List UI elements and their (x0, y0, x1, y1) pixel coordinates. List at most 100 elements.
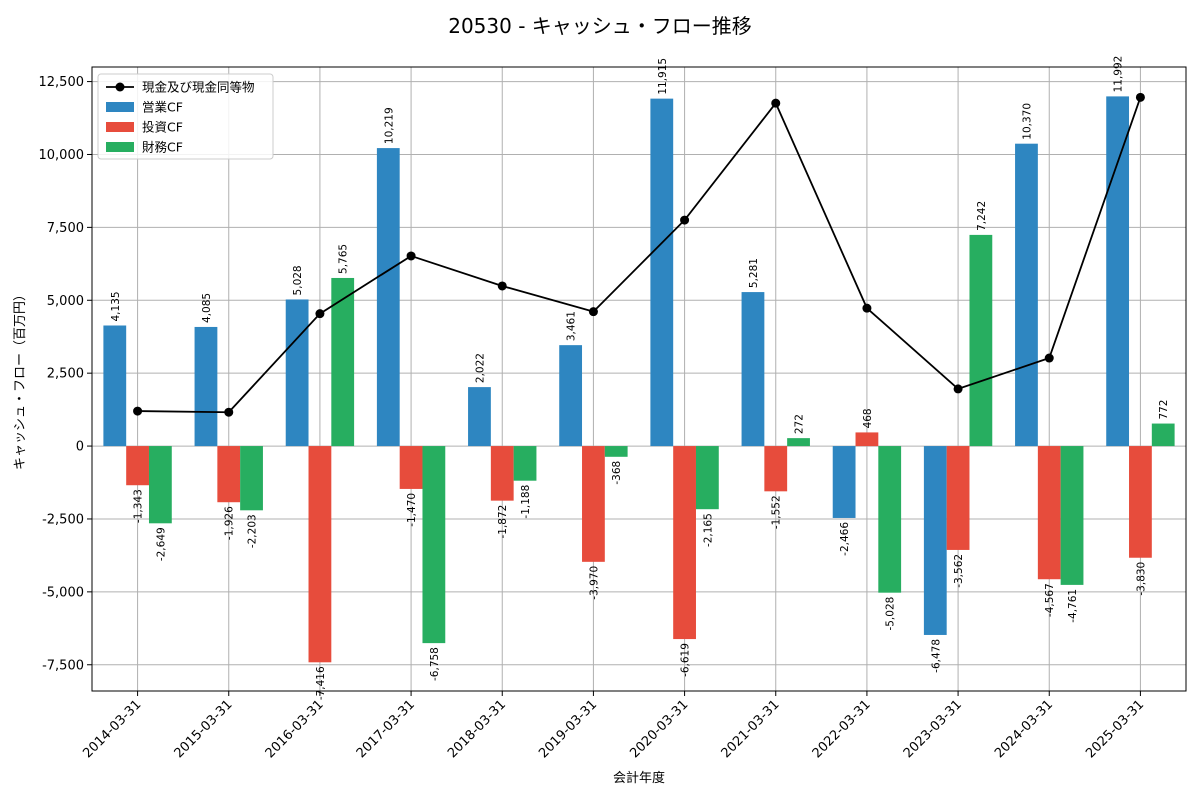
data-label: -5,028 (885, 597, 897, 631)
bar (1129, 446, 1152, 558)
bar (126, 446, 149, 486)
bar (559, 345, 583, 447)
series-line-cash (137, 97, 1142, 414)
data-label: -1,872 (497, 505, 509, 539)
data-label: -3,830 (1135, 562, 1147, 596)
bar (1106, 96, 1130, 447)
line-point (224, 407, 234, 417)
bar (513, 446, 537, 481)
data-label: -1,926 (224, 506, 236, 540)
x-tick-label: 2019-03-31 (536, 697, 600, 761)
y-tick-label: 5,000 (47, 294, 84, 309)
data-label: 468 (862, 408, 874, 428)
x-tick-label: 2024-03-31 (992, 697, 1056, 761)
data-label: -1,552 (771, 495, 783, 529)
x-tick-label: 2018-03-31 (445, 697, 509, 761)
bar (946, 446, 970, 550)
x-tick-label: 2017-03-31 (354, 697, 418, 761)
y-tick-label: -7,500 (42, 658, 84, 673)
bar (217, 446, 241, 503)
bar (285, 299, 309, 447)
y-tick-label: -5,000 (42, 585, 84, 600)
y-tick-label: 0 (76, 440, 84, 455)
bar (787, 438, 810, 447)
line-point (771, 98, 781, 108)
legend-swatch (106, 142, 134, 152)
data-label: -4,761 (1067, 589, 1079, 623)
chart-title: 20530 - キャッシュ・フロー推移 (448, 14, 752, 38)
bar-labels: 4,135 4,085 5,028 10,219 2,022 3,461 11,915 5,2… (110, 56, 1170, 701)
data-label: -4,567 (1044, 583, 1056, 617)
x-tick-label: 2014-03-31 (80, 697, 144, 761)
x-tick-label: 2025-03-31 (1083, 697, 1147, 761)
data-label: -1,470 (406, 493, 418, 527)
bar (1015, 143, 1038, 447)
bar (240, 446, 263, 511)
line-point (497, 281, 507, 291)
data-label: -6,478 (930, 639, 942, 673)
data-label: 772 (1158, 400, 1170, 420)
line-point (953, 384, 963, 394)
data-label: -2,203 (247, 514, 259, 548)
x-axis-title: 会計年度 (613, 770, 665, 786)
x-axis: 2014-03-31 2015-03-31 2016-03-31 2017-03-31… (80, 691, 1147, 761)
x-tick-label: 2023-03-31 (901, 697, 965, 761)
data-label: 11,915 (657, 58, 669, 95)
data-label: 10,370 (1021, 103, 1033, 140)
legend-box (97, 73, 274, 160)
data-label: -2,466 (839, 522, 851, 556)
data-label: -3,970 (588, 566, 600, 600)
legend-swatch-marker (115, 82, 125, 92)
y-tick-label: -2,500 (42, 512, 84, 527)
x-tick-label: 2021-03-31 (719, 697, 783, 761)
line-point (680, 215, 690, 225)
bar (399, 446, 423, 489)
bar (1037, 446, 1061, 580)
line-point (133, 406, 143, 416)
y-tick-label: 12,500 (39, 75, 85, 90)
data-label: 11,992 (1113, 56, 1125, 93)
y-tick-label: 7,500 (47, 221, 84, 236)
bar (832, 446, 856, 518)
data-label: 4,085 (201, 293, 213, 323)
bar (331, 277, 355, 447)
gridlines (92, 67, 1186, 691)
y-tick-label: 10,000 (39, 148, 85, 163)
line-point (315, 309, 325, 319)
legend-label: 現金及び現金同等物 (142, 80, 255, 95)
bar (604, 446, 628, 457)
line-point (862, 303, 872, 313)
data-label: -1,188 (520, 485, 532, 519)
data-label: -3,562 (953, 554, 965, 588)
legend-swatch (106, 102, 134, 112)
data-label: -1,343 (133, 489, 145, 523)
bar (741, 292, 765, 447)
y-axis-title: キャッシュ・フロー（百万円） (13, 288, 28, 470)
bar (103, 325, 127, 447)
bar (1151, 423, 1175, 447)
y-tick-label: 2,500 (47, 367, 84, 382)
x-tick-label: 2016-03-31 (263, 697, 327, 761)
data-label: -368 (611, 461, 623, 485)
line-points (133, 92, 1145, 417)
data-label: 272 (794, 414, 806, 434)
bar (422, 446, 446, 644)
bar (969, 234, 993, 447)
plot-frame (91, 66, 1187, 692)
bar (650, 98, 674, 447)
data-label: -2,165 (702, 513, 714, 547)
line-point (588, 307, 598, 317)
bar (308, 446, 332, 663)
bar (923, 446, 947, 635)
bar (582, 446, 605, 562)
x-tick-label: 2022-03-31 (810, 697, 874, 761)
legend-label: 財務CF (142, 140, 183, 155)
data-label: -6,758 (429, 647, 441, 681)
bar (490, 446, 514, 501)
legend-label: 営業CF (142, 100, 183, 115)
bar (376, 148, 400, 447)
data-label: 3,461 (566, 311, 578, 341)
